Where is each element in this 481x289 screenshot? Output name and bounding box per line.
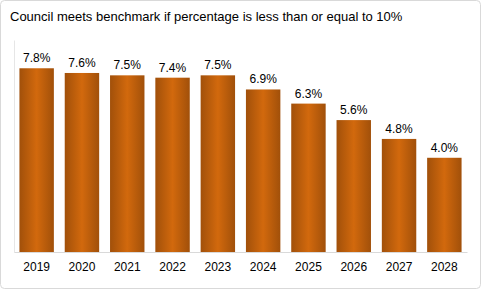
x-tick: 2026 bbox=[340, 252, 367, 274]
bar bbox=[201, 75, 235, 252]
bar bbox=[427, 158, 461, 252]
x-tick-label: 2025 bbox=[295, 260, 322, 274]
x-tick: 2021 bbox=[114, 252, 141, 274]
data-label: 7.4% bbox=[159, 61, 187, 75]
bar bbox=[291, 104, 325, 252]
bar bbox=[337, 120, 371, 252]
x-tick-label: 2027 bbox=[386, 260, 413, 274]
plot-area: 2019 2020 2021 2022 2023 2024 2025 2026 2027 2028… bbox=[15, 41, 468, 274]
data-label: 4.0% bbox=[431, 141, 459, 155]
x-tick: 2023 bbox=[204, 252, 231, 274]
bar bbox=[110, 75, 144, 252]
x-tick: 2028 bbox=[431, 252, 458, 274]
chart-frame bbox=[1, 1, 481, 289]
x-tick: 2024 bbox=[250, 252, 277, 274]
chart: Council meets benchmark if percentage is… bbox=[0, 0, 481, 289]
data-label: 4.8% bbox=[385, 122, 413, 136]
chart-title: Council meets benchmark if percentage is… bbox=[10, 9, 403, 24]
bar bbox=[65, 73, 99, 252]
y-axis bbox=[14, 41, 15, 253]
data-label: 7.8% bbox=[23, 51, 51, 65]
x-tick-label: 2028 bbox=[431, 260, 458, 274]
x-axis: 2019 2020 2021 2022 2023 2024 2025 2026 2027 2028 bbox=[15, 252, 468, 274]
x-tick-label: 2022 bbox=[159, 260, 186, 274]
x-tick: 2019 bbox=[23, 252, 50, 274]
x-tick-label: 2023 bbox=[204, 260, 231, 274]
y-axis-line bbox=[14, 41, 15, 253]
bar bbox=[246, 89, 280, 252]
x-tick-label: 2019 bbox=[23, 260, 50, 274]
x-tick: 2022 bbox=[159, 252, 186, 274]
x-tick-label: 2024 bbox=[250, 260, 277, 274]
data-label: 6.3% bbox=[295, 87, 323, 101]
data-label: 7.6% bbox=[68, 56, 96, 70]
bar bbox=[155, 78, 189, 252]
bars bbox=[19, 68, 461, 252]
bar bbox=[19, 68, 53, 252]
x-tick-label: 2026 bbox=[340, 260, 367, 274]
x-tick: 2025 bbox=[295, 252, 322, 274]
x-axis-line bbox=[15, 252, 468, 253]
data-label: 7.5% bbox=[204, 58, 232, 72]
data-labels: 7.8% 7.6% 7.5% 7.4% 7.5% 6.9% 6.3% 5.6% 4.8% 4.0% bbox=[23, 51, 458, 155]
data-label: 6.9% bbox=[249, 72, 277, 86]
x-tick: 2027 bbox=[386, 252, 413, 274]
bar bbox=[382, 139, 416, 252]
data-label: 5.6% bbox=[340, 103, 368, 117]
data-label: 7.5% bbox=[114, 58, 142, 72]
x-tick-label: 2021 bbox=[114, 260, 141, 274]
x-tick: 2020 bbox=[69, 252, 96, 274]
x-tick-label: 2020 bbox=[69, 260, 96, 274]
